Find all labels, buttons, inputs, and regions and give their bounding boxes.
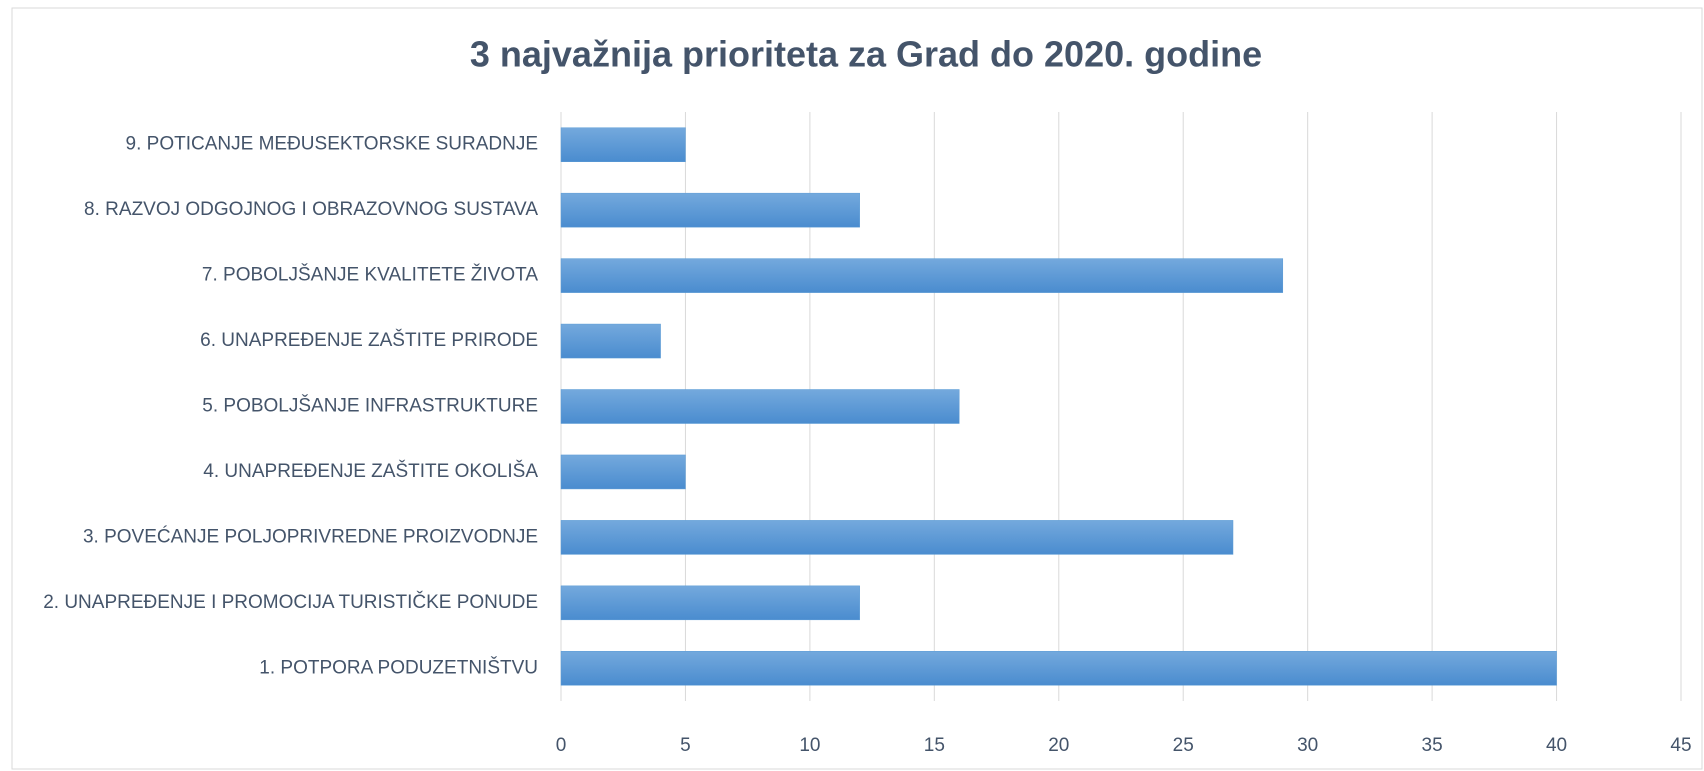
y-tick-label: 7. POBOLJŠANJE KVALITETE ŽIVOTA	[202, 264, 538, 286]
bar	[560, 389, 960, 424]
chart-title: 3 najvažnija prioriteta za Grad do 2020.…	[470, 34, 1262, 75]
y-tick-label: 6. UNAPREĐENJE ZAŠTITE PRIRODE	[200, 329, 538, 351]
bar	[560, 454, 686, 490]
bar	[560, 520, 1234, 555]
x-tick-label: 40	[1546, 735, 1567, 756]
x-tick-label: 15	[924, 735, 945, 756]
y-tick-label: 3. POVEĆANJE POLJOPRIVREDNE PROIZVODNJE	[83, 525, 538, 547]
x-tick-label: 45	[1670, 735, 1691, 756]
bar	[560, 127, 686, 162]
y-tick-label: 8. RAZVOJ ODGOJNOG I OBRAZOVNOG SUSTAVA	[84, 199, 538, 220]
bar	[560, 258, 1284, 293]
y-tick-label: 9. POTICANJE MEĐUSEKTORSKE SURADNJE	[126, 134, 538, 155]
x-tick-label: 30	[1297, 735, 1318, 756]
y-tick-label: 5. POBOLJŠANJE INFRASTRUKTURE	[202, 395, 538, 417]
bar	[560, 651, 1557, 686]
y-tick-label: 4. UNAPREĐENJE ZAŠTITE OKOLIŠA	[203, 460, 538, 482]
x-tick-label: 5	[680, 735, 691, 756]
x-tick-label: 35	[1422, 735, 1443, 756]
bar	[560, 323, 661, 359]
y-tick-label: 2. UNAPREĐENJE I PROMOCIJA TURISTIČKE PO…	[43, 591, 538, 613]
x-tick-label: 20	[1048, 735, 1069, 756]
x-tick-label: 10	[799, 735, 820, 756]
x-tick-label: 25	[1173, 735, 1194, 756]
chart-border	[11, 7, 1703, 770]
bar	[560, 192, 860, 228]
bar	[560, 585, 860, 621]
y-tick-label: 1. POTPORA PODUZETNIŠTVU	[259, 656, 538, 678]
x-tick-label: 0	[556, 735, 567, 756]
